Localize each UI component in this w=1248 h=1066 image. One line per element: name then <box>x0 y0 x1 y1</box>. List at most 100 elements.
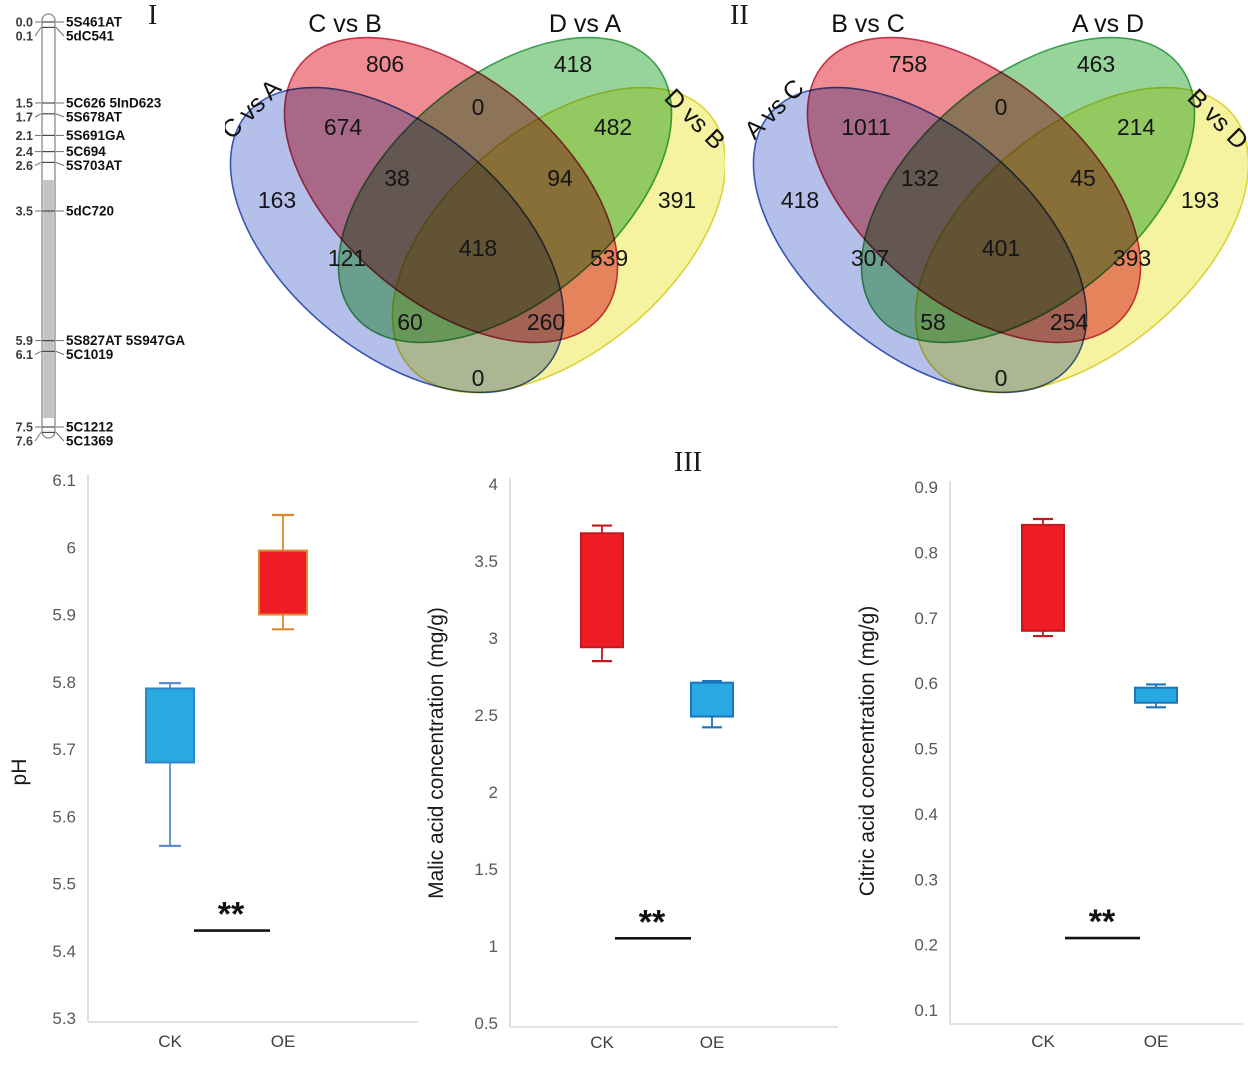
box-CK <box>1021 517 1065 638</box>
box-CK <box>145 681 195 847</box>
marker-name: 5C1369 <box>66 434 113 449</box>
x-category-label: OE <box>1144 1032 1169 1051</box>
box-OE <box>690 680 734 729</box>
venn-set-label-B: C vs B <box>308 10 382 38</box>
box-rect <box>1134 686 1178 704</box>
x-category-label: CK <box>1031 1032 1055 1051</box>
y-tick-label: 1.5 <box>474 860 498 879</box>
marker-position: 0.1 <box>16 30 33 44</box>
venn-set-ellipse-D <box>391 86 727 394</box>
venn-region-count-BCD: 94 <box>547 165 573 191</box>
marker-position: 5.9 <box>16 334 33 348</box>
marker-name: 5C694 <box>66 144 106 159</box>
box-rect <box>258 549 308 616</box>
boxplot-citric: 0.1 0.2 0.3 0.4 0.5 0.6 0.7 0.8 0.9 CK OE Citric ac… <box>828 455 1248 1066</box>
marker-position: 2.4 <box>16 145 33 159</box>
marker-leader-right <box>55 432 65 442</box>
venn-region-count-ABD: 260 <box>527 309 565 335</box>
panel-label-I: I <box>148 0 158 31</box>
y-tick-label: 0.9 <box>914 478 938 497</box>
marker-name: 5C1212 <box>66 420 113 435</box>
box-CK <box>580 524 624 663</box>
marker-leader-right <box>55 27 65 37</box>
x-category-label: CK <box>158 1032 182 1051</box>
y-tick-label: 6 <box>67 538 76 557</box>
box-rect <box>690 681 734 718</box>
y-tick-label: 5.5 <box>52 875 76 894</box>
marker-name: 5S703AT <box>66 158 123 173</box>
marker-leader-left <box>34 350 42 356</box>
marker-name: 5S461AT <box>66 15 123 30</box>
y-tick-label: 5.6 <box>52 807 76 826</box>
y-tick-label: 0.8 <box>914 543 938 562</box>
marker-position: 7.6 <box>16 435 33 449</box>
y-tick-label: 5.7 <box>52 740 76 759</box>
marker-leader-left <box>34 113 42 118</box>
y-tick-label: 5.8 <box>52 673 76 692</box>
marker-position: 3.5 <box>16 205 33 219</box>
venn-region-count-A: 418 <box>781 187 819 213</box>
marker-name: 5dC720 <box>66 204 114 219</box>
venn-region-count-C: 463 <box>1077 51 1115 77</box>
venn-region-count-AD: 0 <box>472 365 485 391</box>
venn-region-count-BD: 393 <box>1113 245 1151 271</box>
marker-name: 5C626 5InD623 <box>66 96 162 111</box>
panel-label-III: III <box>674 447 702 478</box>
y-tick-label: 6.1 <box>52 471 76 490</box>
venn-region-count-A: 163 <box>258 187 296 213</box>
significance-stars: ** <box>218 896 245 934</box>
venn-region-count-BD: 539 <box>590 245 628 271</box>
x-category-label: CK <box>590 1033 614 1052</box>
venn-region-count-AB: 1011 <box>841 114 890 140</box>
y-tick-label: 0.1 <box>914 1001 938 1020</box>
y-tick-label: 0.5 <box>914 740 938 759</box>
y-tick-label: 4 <box>489 475 498 494</box>
x-category-label: OE <box>700 1033 725 1052</box>
venn-region-count-D: 193 <box>1181 187 1219 213</box>
y-tick-label: 1 <box>489 937 498 956</box>
venn-region-count-ABC: 38 <box>384 165 410 191</box>
venn-region-count-ACD: 58 <box>920 309 946 335</box>
box-ph-svg: 5.3 5.4 5.5 5.6 5.7 5.8 5.9 6 6.1 CK OE pH ** <box>8 471 418 1051</box>
venn-region-count-CD: 482 <box>594 114 632 140</box>
linkage-map-svg: 0.0 5S461AT 0.1 5dC541 1.5 5C626 5InD623 1.7 5S… <box>16 13 185 449</box>
venn-region-count-ABC: 132 <box>901 165 939 191</box>
marker-position: 1.5 <box>16 97 33 111</box>
marker-name: 5dC541 <box>66 29 115 44</box>
venn-region-count-AC: 307 <box>851 245 889 271</box>
venn-region-count-ABCD: 418 <box>459 235 497 261</box>
chromosome-shaded-region <box>43 180 54 418</box>
box-rect <box>1021 523 1065 632</box>
venn-region-count-CD: 214 <box>1117 114 1156 140</box>
venn-region-count-BC: 0 <box>472 94 485 120</box>
marker-name: 5S691GA <box>66 128 126 143</box>
venn-region-count-ACD: 60 <box>397 309 423 335</box>
venn-region-count-D: 391 <box>658 187 696 213</box>
panel-label-II: II <box>730 0 749 31</box>
box-OE <box>258 513 308 631</box>
venn-set-label-C: D vs A <box>549 10 622 38</box>
venn-region-count-BC: 0 <box>995 94 1008 120</box>
venn-region-count-ABCD: 401 <box>982 235 1020 261</box>
marker-position: 2.6 <box>16 159 33 173</box>
box-rect <box>145 687 195 764</box>
marker-leader-right <box>55 161 65 167</box>
marker-leader-right <box>55 113 65 118</box>
venn-region-count-BCD: 45 <box>1070 165 1096 191</box>
y-tick-label: 2.5 <box>474 706 498 725</box>
box-malic-svg: 0.5 1 1.5 2 2.5 3 3.5 4 CK OE Malic acid concentra… <box>425 475 838 1052</box>
venn-set-label-B: B vs C <box>831 10 905 38</box>
boxplot-malic: 0.5 1 1.5 2 2.5 3 3.5 4 CK OE Malic acid concentra… <box>420 455 840 1066</box>
marker-name: 5S827AT 5S947GA <box>66 333 185 348</box>
box-citric-svg: 0.1 0.2 0.3 0.4 0.5 0.6 0.7 0.8 0.9 CK OE Citric ac… <box>856 478 1243 1051</box>
marker-position: 1.7 <box>16 111 33 125</box>
marker-name: 5S678AT <box>66 110 123 125</box>
venn-region-count-AC: 121 <box>328 245 366 271</box>
marker-position: 0.0 <box>16 16 33 30</box>
marker-leader-left <box>34 432 42 442</box>
boxplot-ph: 5.3 5.4 5.5 5.6 5.7 5.8 5.9 6 6.1 CK OE pH ** <box>0 455 420 1066</box>
